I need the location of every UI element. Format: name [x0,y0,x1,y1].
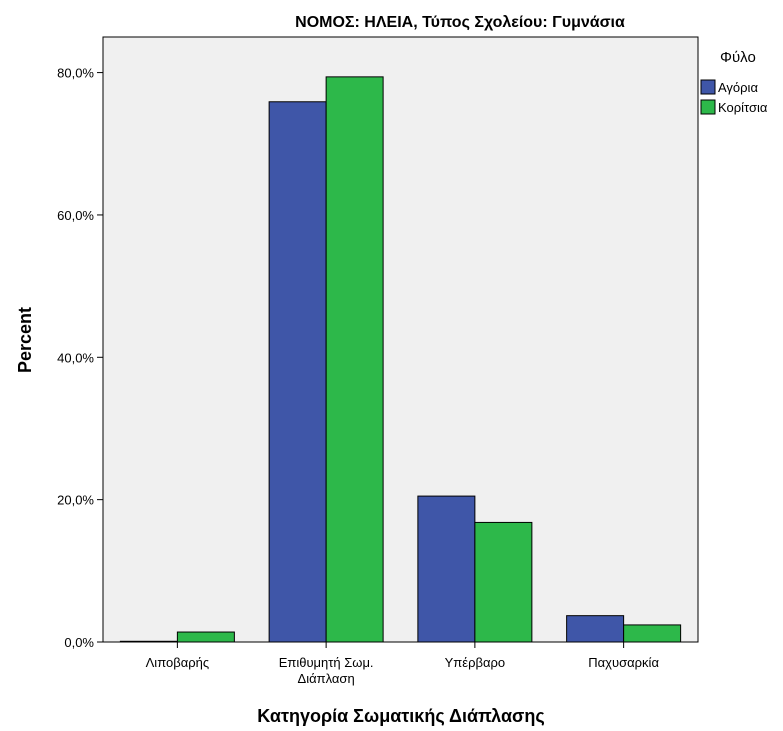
legend-label: Κορίτσια [718,100,768,115]
x-tick-label: Υπέρβαρο [445,655,505,670]
bar-girls-3 [623,624,682,643]
bar-girls-0 [176,631,235,643]
y-tick-label: 80,0% [57,66,94,81]
y-tick-label: 20,0% [57,493,94,508]
y-axis: 0,0% 20,0% 40,0% 60,0% 80,0% [57,66,103,650]
legend-label: Αγόρια [718,80,758,95]
y-tick-label: 0,0% [64,635,94,650]
bar-girls-1 [325,76,384,643]
legend: Φύλο Αγόρια Κορίτσια [700,49,768,115]
x-axis-label: Κατηγορία Σωματικής Διάπλασης [257,706,544,726]
x-tick-label: Λιποβαρής [146,655,209,670]
bar-girls-2 [474,521,533,643]
bars [119,76,682,643]
x-tick-label: Επιθυμητή Σωμ. Διάπλαση [279,655,374,686]
legend-swatch [700,99,716,115]
x-tick-label: Παχυσαρκία [588,655,659,670]
y-tick-label: 60,0% [57,208,94,223]
bar-boys-3 [566,615,625,643]
chart-title: ΝΟΜΟΣ: ΗΛΕΙΑ, Τύπος Σχολείου: Γυμνάσια [295,14,625,31]
bar-boys-0 [119,640,178,643]
y-axis-label: Percent [15,307,35,373]
legend-title: Φύλο [720,49,756,66]
plot-area [102,36,699,643]
legend-swatch [700,79,716,95]
y-tick-label: 40,0% [57,350,94,365]
bar-boys-2 [417,495,476,643]
x-axis: Λιποβαρής Επιθυμητή Σωμ. Διάπλαση Υπέρβαρο Π… [146,642,659,686]
bar-boys-1 [268,101,327,643]
